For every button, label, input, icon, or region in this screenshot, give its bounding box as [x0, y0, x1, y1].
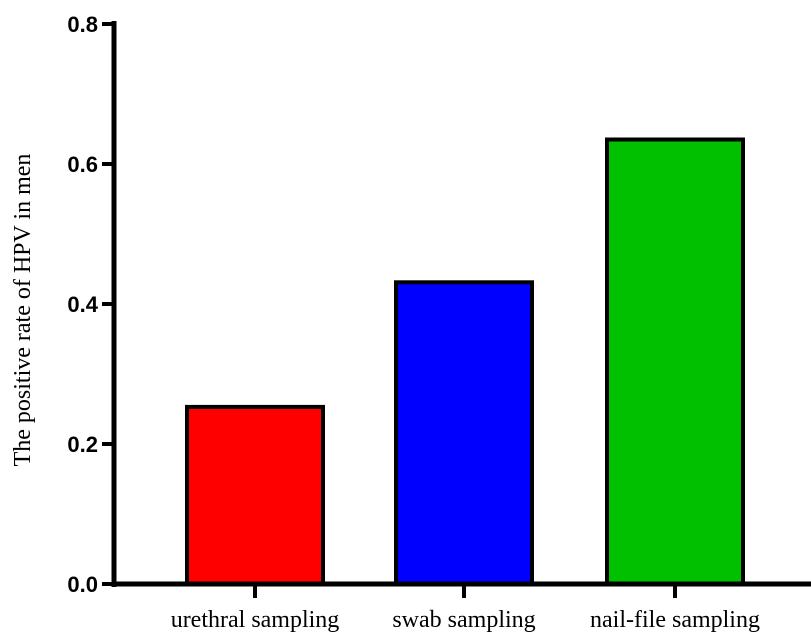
- y-tick-label: 0.4: [67, 292, 98, 317]
- x-tick-label: nail-file sampling: [590, 607, 760, 633]
- bars-group: [185, 137, 745, 586]
- x-tick-label: urethral sampling: [171, 607, 340, 633]
- x-axis: urethral sampling swab sampling nail-file …: [112, 581, 811, 633]
- y-tick-label: 0.8: [67, 12, 98, 37]
- y-axis: 0.0 0.2 0.4 0.6 0.8: [67, 12, 117, 597]
- bar: [394, 280, 534, 586]
- y-tick-label: 0.6: [67, 152, 98, 177]
- bar: [605, 137, 745, 586]
- y-axis-label: The positive rate of HPV in men: [10, 154, 36, 467]
- y-tick-label: 0.2: [67, 432, 98, 457]
- bar: [185, 404, 325, 586]
- y-tick-label: 0.0: [67, 572, 98, 597]
- x-tick-label: swab sampling: [392, 607, 535, 633]
